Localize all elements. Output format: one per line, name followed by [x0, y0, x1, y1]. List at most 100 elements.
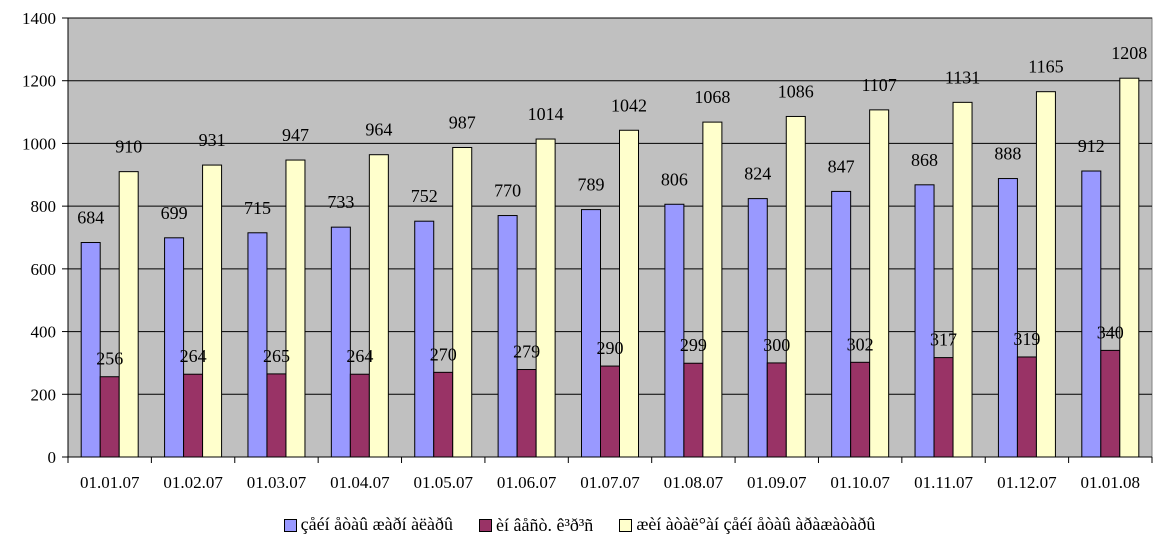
data-label-series-1: 752 [411, 186, 438, 206]
data-label-series-1: 715 [244, 198, 271, 218]
legend-item-series-1: çåéí åòàû æàðí àëàðû [283, 513, 454, 537]
bar-series-2 [266, 373, 287, 458]
x-tick-label: 01.01.07 [80, 473, 140, 492]
bar-series-2 [766, 362, 787, 458]
bar-series-2 [516, 369, 537, 458]
bar-series-3 [452, 147, 473, 458]
data-label-series-2: 340 [1097, 322, 1124, 342]
legend-swatch-series-1 [283, 518, 297, 532]
data-label-series-2: 317 [930, 330, 957, 350]
bar-series-3 [702, 121, 723, 458]
x-tick-label: 01.11.07 [914, 473, 973, 492]
x-tick-label: 01.05.07 [413, 473, 473, 492]
y-tick-label: 0 [48, 448, 57, 467]
data-label-series-3: 1131 [945, 67, 980, 87]
x-tick-label: 01.04.07 [330, 473, 390, 492]
x-tick-label: 01.08.07 [664, 473, 724, 492]
data-label-series-3: 1042 [611, 95, 647, 115]
x-tick-label: 01.06.07 [497, 473, 557, 492]
bar-series-1 [664, 203, 685, 458]
data-label-series-2: 319 [1013, 329, 1040, 349]
bar-series-2 [183, 373, 204, 458]
x-tick-label: 01.12.07 [997, 473, 1057, 492]
bar-series-2 [433, 371, 454, 458]
data-label-series-2: 264 [346, 346, 373, 366]
data-label-series-3: 931 [199, 130, 226, 150]
bar-series-1 [497, 215, 518, 458]
bar-series-3 [535, 138, 556, 458]
data-label-series-2: 279 [513, 342, 540, 362]
data-label-series-2: 300 [763, 335, 790, 355]
bar-series-3 [785, 115, 806, 458]
data-label-series-1: 699 [161, 203, 188, 223]
bar-series-3 [1119, 77, 1140, 458]
y-tick-label: 400 [31, 323, 57, 342]
bar-series-3 [368, 154, 389, 458]
data-label-series-3: 987 [449, 113, 476, 133]
y-tick-label: 200 [31, 385, 57, 404]
bar-series-3 [619, 129, 639, 458]
y-tick-label: 1000 [22, 134, 56, 153]
legend-swatch-series-3 [619, 518, 633, 532]
bar-series-1 [831, 190, 852, 458]
data-label-series-3: 1086 [778, 81, 814, 101]
bar-series-3 [118, 171, 139, 458]
bar-series-1 [997, 178, 1018, 458]
bar-series-2 [99, 376, 120, 458]
bar-series-3 [869, 109, 890, 458]
data-label-series-3: 964 [365, 120, 392, 140]
data-label-series-1: 824 [744, 164, 771, 184]
legend-item-series-3: æèí àòàë°àí çåéí åòàû àðàæàòàðû [619, 513, 875, 537]
bar-series-1 [330, 226, 351, 458]
x-tick-label: 01.02.07 [163, 473, 223, 492]
legend-item-series-2: èí âåñò. ê³ð³ñ [479, 515, 593, 536]
bar-series-1 [747, 198, 768, 458]
data-label-series-2: 256 [96, 349, 123, 369]
y-tick-label: 600 [31, 260, 57, 279]
bar-series-2 [600, 365, 620, 458]
x-tick-label: 01.03.07 [247, 473, 307, 492]
bar-series-3 [952, 101, 973, 458]
data-label-series-2: 265 [263, 346, 290, 366]
data-label-series-3: 910 [115, 137, 142, 157]
bar-series-2 [1016, 356, 1037, 458]
y-tick-label: 800 [31, 197, 57, 216]
bar-series-2 [1100, 349, 1121, 458]
data-label-series-1: 806 [661, 169, 688, 189]
y-tick-label: 1200 [22, 72, 56, 91]
data-label-series-1: 733 [327, 192, 354, 212]
data-label-series-1: 770 [494, 181, 521, 201]
bar-series-1 [581, 209, 601, 458]
x-tick-label: 01.01.08 [1081, 473, 1141, 492]
data-label-series-1: 912 [1078, 136, 1105, 156]
data-label-series-3: 1165 [1028, 57, 1063, 77]
data-label-series-3: 1068 [694, 87, 730, 107]
data-label-series-1: 888 [994, 144, 1021, 164]
data-label-series-1: 868 [911, 150, 938, 170]
legend-label-series-2: èí âåñò. ê³ð³ñ [496, 514, 594, 535]
y-tick-label: 1400 [22, 9, 56, 28]
x-tick-label: 01.09.07 [747, 473, 807, 492]
data-label-series-2: 290 [597, 338, 624, 358]
data-label-series-1: 684 [77, 208, 104, 228]
bar-series-2 [683, 362, 704, 458]
bar-series-2 [850, 361, 871, 458]
bar-series-3 [285, 159, 306, 458]
bar-chart: 0 200 400 600 800 1000 1200 1400 01.01.07 01.02.0… [22, 9, 1153, 492]
axes: 0 200 400 600 800 1000 1200 1400 01.01.07 01.02.0… [22, 9, 1153, 492]
data-label-series-2: 302 [847, 334, 874, 354]
data-label-series-3: 1014 [528, 104, 564, 124]
bar-series-1 [247, 232, 268, 458]
legend-label-series-3: æèí àòàë°àí çåéí åòàû àðàæàòàðû [636, 514, 876, 534]
x-tick-label: 01.07.07 [580, 473, 640, 492]
data-label-series-3: 1208 [1111, 43, 1147, 63]
data-label-series-2: 299 [680, 335, 707, 355]
bar-series-1 [414, 220, 435, 458]
data-labels: 684 256 910 699 264 931 715 265 947 733 264 964 752 2… [77, 43, 1147, 369]
data-label-series-2: 270 [430, 344, 457, 364]
legend-label-series-1: çåéí åòàû æàðí àëàðû [300, 514, 454, 534]
data-label-series-2: 264 [180, 346, 207, 366]
legend: çåéí åòàû æàðí àëàðû èí âåñò. ê³ð³ñ æèí… [0, 510, 1159, 540]
data-label-series-1: 847 [828, 156, 855, 176]
x-tick-label: 01.10.07 [830, 473, 890, 492]
